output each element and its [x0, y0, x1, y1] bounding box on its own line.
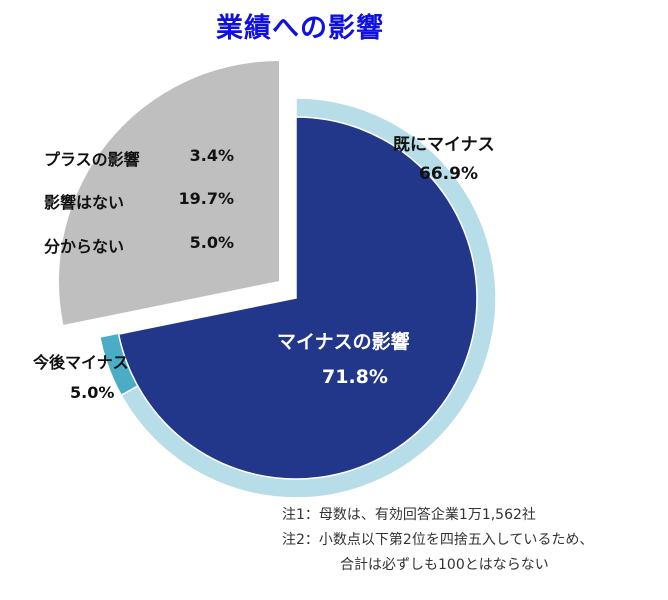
value-already-minus: 66.9% [419, 164, 478, 184]
label-minus-impact: マイナスの影響 [277, 331, 410, 353]
value-plus-impact: 3.4% [189, 146, 234, 165]
chart-title: 業績への影響 [216, 13, 384, 44]
label-no-impact: 影響はない [44, 193, 125, 212]
label-plus-impact: プラスの影響 [44, 150, 140, 169]
pie-slice-minus-impact [117, 116, 478, 480]
value-unknown: 5.0% [189, 233, 234, 252]
label-future-minus: 今後マイナス [33, 353, 129, 372]
pie-slice-others [58, 60, 280, 325]
footnote-2: 注2：小数点以下第2位を四捨五入しているため、 [282, 532, 594, 548]
footnote-1: 注1：母数は、有効回答企業1万1,562社 [282, 507, 536, 523]
value-future-minus: 5.0% [70, 383, 115, 402]
value-minus-impact: 71.8% [322, 366, 388, 388]
label-already-minus: 既にマイナス [393, 135, 495, 155]
value-no-impact: 19.7% [178, 189, 234, 208]
footnote-2-continued: 合計は必ずしも100とはならない [340, 557, 549, 573]
label-unknown: 分からない [44, 237, 125, 256]
footnotes: 注1：母数は、有効回答企業1万1,562社 注2：小数点以下第2位を四捨五入して… [282, 503, 593, 578]
